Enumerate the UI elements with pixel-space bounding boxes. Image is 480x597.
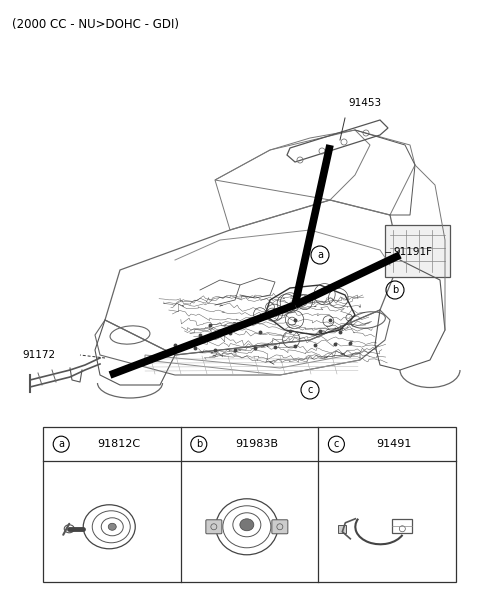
Text: a: a bbox=[58, 439, 64, 449]
Text: (2000 CC - NU>DOHC - GDI): (2000 CC - NU>DOHC - GDI) bbox=[12, 18, 179, 31]
Text: 91453: 91453 bbox=[348, 98, 381, 108]
Text: 91983B: 91983B bbox=[235, 439, 278, 449]
FancyBboxPatch shape bbox=[206, 520, 222, 534]
Text: 91812C: 91812C bbox=[97, 439, 141, 449]
Ellipse shape bbox=[240, 519, 254, 531]
FancyBboxPatch shape bbox=[338, 525, 347, 533]
Text: b: b bbox=[392, 285, 398, 295]
Text: c: c bbox=[334, 439, 339, 449]
Text: c: c bbox=[307, 385, 312, 395]
Text: 91172: 91172 bbox=[22, 350, 55, 360]
FancyBboxPatch shape bbox=[385, 225, 450, 277]
FancyBboxPatch shape bbox=[272, 520, 288, 534]
Text: b: b bbox=[196, 439, 202, 449]
Text: 91191F: 91191F bbox=[393, 247, 432, 257]
Ellipse shape bbox=[108, 524, 116, 530]
Text: 91491: 91491 bbox=[376, 439, 412, 449]
Text: a: a bbox=[317, 250, 323, 260]
Bar bbox=[43, 427, 456, 582]
